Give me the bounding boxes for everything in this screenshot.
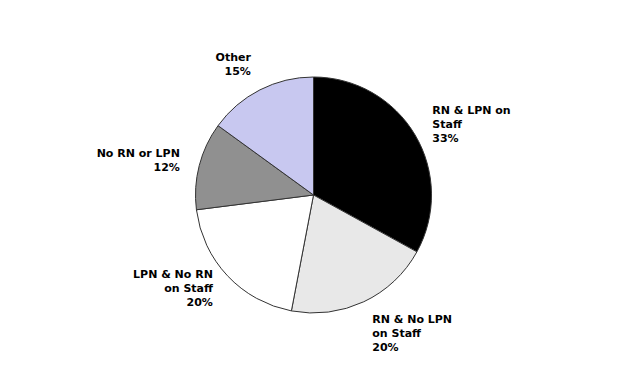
label-line: on Staff xyxy=(372,327,421,340)
slice-label: Other15% xyxy=(216,51,252,78)
value-label: 12% xyxy=(153,161,179,174)
pie xyxy=(195,77,431,313)
labels: RN & LPN onStaff33%RN & No LPNon Staff20… xyxy=(97,51,511,354)
pie-slice xyxy=(218,77,313,195)
chart: RN & LPN onStaff33%RN & No LPNon Staff20… xyxy=(0,0,627,380)
value-label: 20% xyxy=(372,341,398,354)
slice-label: RN & LPN onStaff33% xyxy=(432,104,510,145)
category-label: No RN or LPN xyxy=(97,147,180,160)
value-label: 33% xyxy=(432,132,458,145)
slice-label: LPN & No RNon Staff20% xyxy=(133,268,213,309)
pie-slice xyxy=(196,195,313,311)
value-label: 15% xyxy=(225,65,251,78)
label-line: Staff xyxy=(432,118,462,131)
category-label: LPN & No RNon Staff xyxy=(133,268,213,295)
label-line: Other xyxy=(216,51,252,64)
category-label: RN & LPN onStaff xyxy=(432,104,510,131)
slice-label: RN & No LPNon Staff20% xyxy=(372,313,452,354)
label-line: RN & LPN on xyxy=(432,104,510,117)
label-line: on Staff xyxy=(164,282,213,295)
label-line: RN & No LPN xyxy=(372,313,452,326)
value-label: 20% xyxy=(187,296,213,309)
label-line: No RN or LPN xyxy=(97,147,180,160)
slice-label: No RN or LPN12% xyxy=(97,147,180,174)
category-label: RN & No LPNon Staff xyxy=(372,313,452,340)
category-label: Other xyxy=(216,51,252,64)
label-line: LPN & No RN xyxy=(133,268,213,281)
